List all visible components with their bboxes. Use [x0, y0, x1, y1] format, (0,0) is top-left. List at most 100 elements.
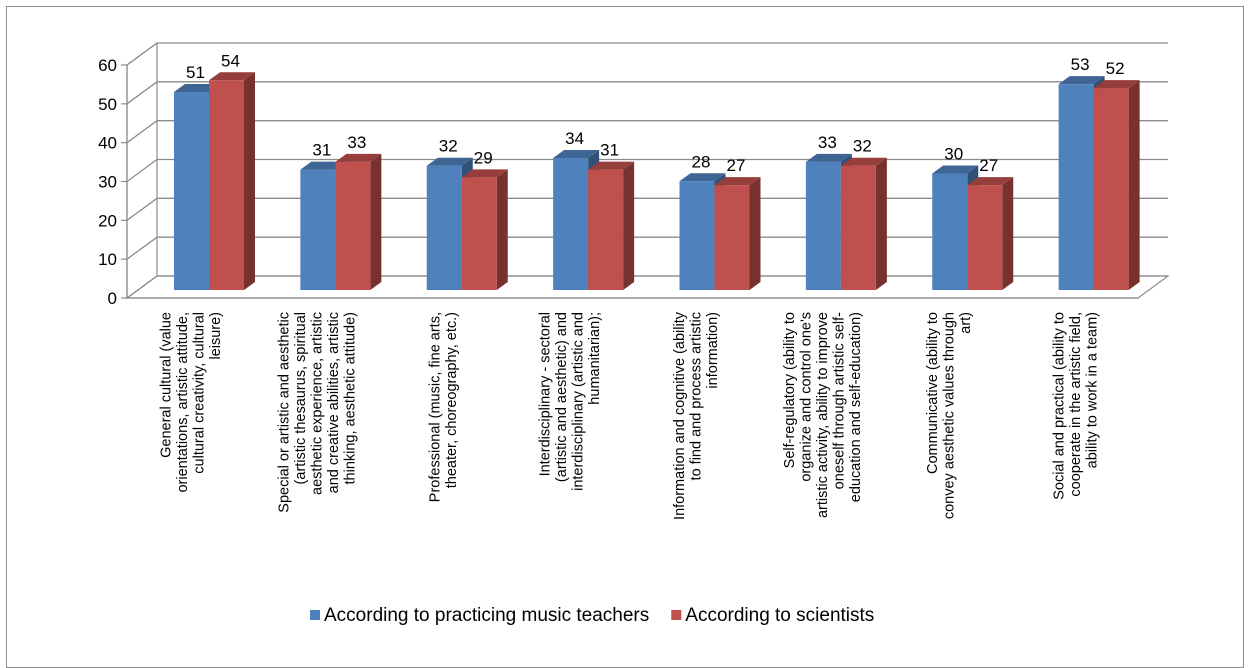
data-label: 29 [474, 148, 493, 167]
bar [209, 72, 255, 290]
gridline [126, 120, 1168, 144]
category-label-line: Interdisciplinary - sectoral [538, 312, 554, 476]
y-tick-label: 60 [98, 56, 117, 75]
bar-top [553, 149, 600, 158]
category-label-line: thinking, aesthetic attitude) [343, 312, 359, 485]
bar-side [749, 177, 761, 290]
bar-front [174, 91, 209, 290]
bar [461, 169, 508, 290]
category-label-line: Professional (music, fine arts, [428, 312, 444, 502]
category-label-line: cultural creativity, cultural [191, 312, 207, 474]
bar-top [588, 161, 635, 170]
data-label: 52 [1106, 59, 1125, 78]
category-label-line: and creative abilities, artistic [326, 312, 342, 493]
bar-front [1058, 84, 1094, 290]
data-label: 32 [439, 137, 458, 156]
category-label-line: convey aesthetic values through [941, 312, 957, 519]
bar-front [588, 169, 624, 290]
bar-group [679, 173, 761, 290]
category-label: General cultural (valueorientations, art… [158, 312, 224, 493]
category-label-line: leisure) [208, 312, 224, 360]
legend: According to practicing music teachers Ac… [310, 605, 874, 626]
category-label-line: (artistic thesaurus, spiritual [293, 312, 309, 484]
bar-front [714, 185, 750, 290]
category-label: Self-regulatory (ability toorganize and … [782, 312, 864, 518]
category-label-line: Special or artistic and aesthetic [277, 312, 293, 513]
bar-front [805, 161, 841, 290]
bar-side [623, 161, 635, 290]
legend-item: According to practicing music teachers [310, 605, 649, 626]
category-labels: General cultural (valueorientations, art… [158, 311, 1100, 520]
bar-group [300, 153, 382, 290]
bar-side [1128, 80, 1140, 290]
category-label-line: artistic activity, ability to improve [815, 312, 831, 518]
bar-front [461, 177, 497, 290]
bar-front [679, 181, 715, 290]
bar-side [1002, 177, 1014, 290]
legend-swatch [310, 610, 320, 620]
bar-front [932, 173, 968, 290]
bar-side [244, 72, 255, 290]
bar-side [496, 169, 508, 290]
bar-front [840, 165, 876, 290]
bar-group [426, 157, 508, 290]
gridline [126, 81, 1168, 105]
y-tick-label: 30 [98, 173, 117, 192]
y-tick-label: 40 [98, 134, 117, 153]
category-label-line: theater, choreography, etc.) [444, 312, 460, 488]
bar-top [300, 161, 347, 170]
data-label: 28 [692, 152, 711, 171]
category-label-line: General cultural (value [158, 312, 174, 458]
bar-front [209, 80, 244, 290]
bar-top [335, 153, 382, 162]
category-label: Special or artistic and aesthetic(artist… [277, 312, 359, 513]
y-tick-label: 20 [98, 211, 117, 230]
category-label: Professional (music, fine arts,theater, … [428, 312, 461, 502]
category-label-line: Information and cognitive (ability [672, 311, 688, 520]
bar-top [209, 72, 255, 81]
category-label-line: education and self-education) [848, 312, 864, 502]
bar [588, 161, 635, 290]
bar-top [967, 177, 1014, 186]
bar-top [679, 173, 726, 182]
bar-group [805, 153, 887, 290]
data-label: 27 [727, 156, 746, 175]
bar-top [932, 165, 979, 174]
bar-group [174, 72, 255, 290]
data-labels: 51 54 31 33 32 29 34 31 28 27 33 32 30 27 53 52 [186, 51, 1125, 175]
legend-item: According to scientists [671, 605, 874, 626]
category-label-line: information) [705, 312, 721, 389]
bar-top [461, 169, 508, 178]
category-label-line: interdisciplinary (artistic and [571, 312, 587, 491]
bar [714, 177, 761, 290]
data-label: 33 [818, 133, 837, 152]
bar-side [875, 157, 887, 290]
category-label-line: orientations, artistic attitude, [175, 312, 191, 493]
category-label-line: oneself through artistic self- [832, 312, 848, 489]
bar-group [1058, 76, 1140, 290]
data-label: 33 [347, 133, 366, 152]
bar-top [1058, 76, 1105, 85]
category-label-line: organize and control one's [799, 312, 815, 482]
y-axis: 0 10 20 30 40 50 60 [98, 56, 1138, 308]
legend-label: According to scientists [685, 605, 874, 626]
y-tick-label: 0 [108, 289, 117, 308]
bar-top [714, 177, 761, 186]
bar-top [426, 157, 473, 166]
y-tick-label: 10 [98, 250, 117, 269]
data-label: 30 [944, 145, 963, 164]
category-label-line: art) [958, 312, 974, 334]
bar-front [426, 165, 462, 290]
bar-group [932, 165, 1014, 290]
bar-top [174, 83, 220, 92]
y-tick-label: 50 [98, 95, 117, 114]
data-label: 31 [312, 141, 331, 160]
category-label-line: cooperate in the artistic field, [1068, 312, 1084, 497]
legend-swatch [671, 610, 682, 620]
category-label-line: humanitarian); [587, 312, 603, 405]
gridline [126, 42, 1168, 66]
category-label-line: (artistic and aesthetic) and [554, 312, 570, 482]
data-label: 34 [565, 129, 584, 148]
bar-front [967, 185, 1003, 290]
category-label-line: Social and practical (ability to [1051, 312, 1067, 500]
